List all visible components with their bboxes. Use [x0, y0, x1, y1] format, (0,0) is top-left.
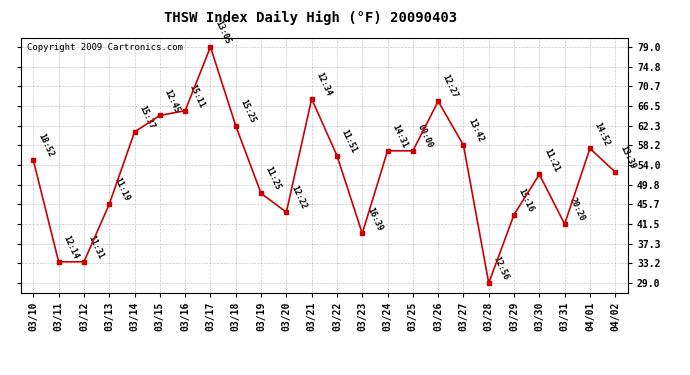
Text: Copyright 2009 Cartronics.com: Copyright 2009 Cartronics.com	[27, 43, 183, 52]
Text: 11:19: 11:19	[112, 176, 130, 203]
Text: THSW Index Daily High (°F) 20090403: THSW Index Daily High (°F) 20090403	[164, 11, 457, 26]
Text: 13:05: 13:05	[213, 19, 232, 45]
Text: 15:25: 15:25	[239, 98, 257, 124]
Text: 12:45: 12:45	[163, 88, 181, 114]
Text: 15:11: 15:11	[188, 83, 206, 109]
Text: 12:14: 12:14	[61, 234, 80, 260]
Text: 11:31: 11:31	[87, 234, 106, 260]
Text: 00:00: 00:00	[415, 123, 434, 150]
Text: 15:37: 15:37	[137, 104, 156, 130]
Text: 13:42: 13:42	[466, 117, 485, 144]
Text: 11:21: 11:21	[542, 147, 561, 173]
Text: 12:22: 12:22	[289, 184, 308, 211]
Text: 20:20: 20:20	[567, 196, 586, 223]
Text: 11:25: 11:25	[264, 165, 282, 192]
Text: 14:31: 14:31	[391, 123, 409, 150]
Text: 14:52: 14:52	[593, 121, 611, 147]
Text: 12:27: 12:27	[441, 74, 460, 100]
Text: 11:51: 11:51	[339, 128, 358, 154]
Text: 15:16: 15:16	[517, 187, 535, 213]
Text: 16:39: 16:39	[365, 206, 384, 232]
Text: 12:34: 12:34	[315, 71, 333, 98]
Text: 13:39: 13:39	[618, 144, 637, 171]
Text: 18:52: 18:52	[36, 132, 55, 159]
Text: 12:56: 12:56	[491, 255, 510, 282]
